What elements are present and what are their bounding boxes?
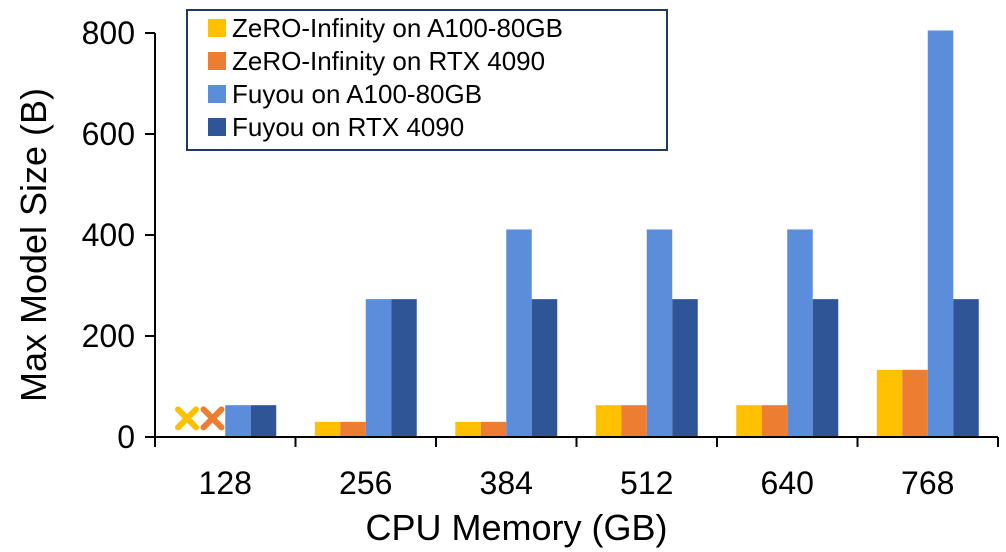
- legend-item: ZeRO-Infinity on RTX 4090: [208, 46, 545, 76]
- bar: [365, 299, 392, 437]
- x-tick-label: 640: [761, 465, 814, 501]
- legend-swatch: [208, 19, 226, 37]
- x-tick-label: 384: [480, 465, 533, 501]
- legend-item: ZeRO-Infinity on A100-80GB: [208, 13, 563, 43]
- y-tick-label: 0: [117, 419, 135, 455]
- bar: [761, 405, 788, 437]
- legend-label: Fuyou on A100-80GB: [232, 79, 482, 109]
- bar: [340, 421, 366, 437]
- bar: [595, 405, 622, 437]
- y-tick-label: 400: [82, 217, 135, 253]
- legend-swatch: [208, 52, 226, 70]
- bar: [787, 229, 813, 437]
- legend-label: ZeRO-Infinity on A100-80GB: [232, 13, 563, 43]
- bar: [531, 299, 558, 437]
- x-tick-label: 512: [620, 465, 673, 501]
- x-tick-label: 768: [901, 465, 954, 501]
- bar: [480, 421, 507, 437]
- legend-label: Fuyou on RTX 4090: [232, 112, 464, 142]
- bar: [646, 229, 673, 437]
- x-tick-label: 256: [339, 465, 392, 501]
- bar: [812, 299, 839, 437]
- x-axis-label: CPU Memory (GB): [365, 507, 667, 548]
- x-axis-ticks: 128 256 384 512 640 768: [154, 437, 999, 501]
- legend-swatch: [208, 118, 226, 136]
- legend-item: Fuyou on RTX 4090: [208, 112, 464, 142]
- bar: [927, 30, 954, 437]
- legend-swatch: [208, 85, 226, 103]
- bars: [225, 30, 979, 437]
- y-tick-label: 200: [82, 318, 135, 354]
- bar: [902, 369, 928, 437]
- y-tick-label: 600: [82, 116, 135, 152]
- legend-item: Fuyou on A100-80GB: [208, 79, 482, 109]
- x-tick-label: 128: [199, 465, 252, 501]
- bar: [314, 421, 341, 437]
- bar: [391, 299, 417, 437]
- bar: [506, 229, 532, 437]
- bar: [876, 369, 903, 437]
- y-axis-label: Max Model Size (B): [13, 88, 54, 402]
- bar: [455, 421, 481, 437]
- bar: [621, 405, 647, 437]
- failure-markers: [175, 406, 225, 431]
- y-axis: 0 200 400 600 800: [82, 15, 156, 455]
- bar: [736, 405, 762, 437]
- bar: [225, 405, 251, 437]
- legend-label: ZeRO-Infinity on RTX 4090: [232, 46, 545, 76]
- bar: [672, 299, 698, 437]
- cross-marker: [175, 406, 199, 431]
- legend-box: [186, 9, 668, 151]
- y-tick-label: 800: [82, 15, 135, 51]
- cross-marker: [200, 406, 225, 431]
- bar: [250, 405, 277, 437]
- legend: ZeRO-Infinity on A100-80GBZeRO-Infinity …: [186, 9, 668, 151]
- bar: [953, 299, 979, 437]
